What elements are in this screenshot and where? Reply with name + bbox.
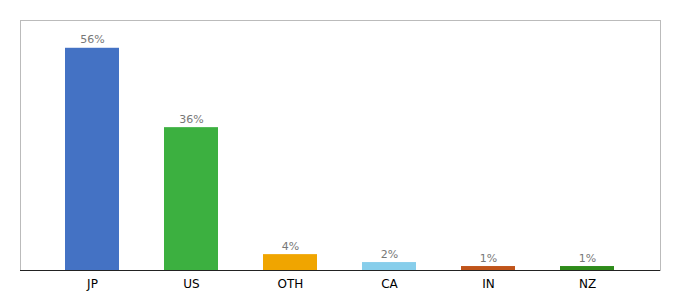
svg-text:NZ: NZ [579, 277, 596, 291]
svg-text:1%: 1% [579, 252, 596, 265]
svg-text:36%: 36% [179, 113, 203, 126]
svg-text:IN: IN [482, 277, 495, 291]
svg-text:OTH: OTH [278, 277, 304, 291]
svg-text:US: US [183, 277, 199, 291]
svg-text:1%: 1% [480, 252, 497, 265]
svg-text:4%: 4% [282, 240, 299, 253]
svg-text:CA: CA [381, 277, 398, 291]
svg-text:2%: 2% [381, 248, 398, 261]
svg-text:56%: 56% [80, 33, 104, 46]
svg-text:JP: JP [86, 277, 98, 291]
